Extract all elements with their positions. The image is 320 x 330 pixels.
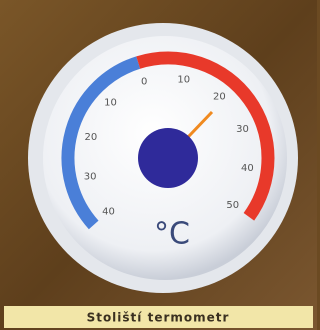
dial-hub (138, 128, 198, 188)
scale-label: 20 (84, 132, 97, 143)
scale-label: 10 (104, 97, 117, 108)
scale-label: 20 (213, 92, 226, 103)
scale-label: 10 (177, 75, 190, 86)
scale-label: 30 (236, 124, 249, 135)
thermometer-photo: 40 30 20 10 0 10 20 30 40 50 °C Stoliští termomet… (0, 0, 317, 330)
scale-label: 0 (141, 77, 147, 88)
caption: Stoliští termometr (87, 311, 230, 325)
page: {"dial": {"labels": ["40", "30", "20", "… (0, 0, 317, 330)
scale-label: 30 (84, 171, 97, 182)
scale-label: 40 (241, 163, 254, 174)
unit-label: °C (154, 217, 190, 252)
scale-label: 40 (102, 207, 115, 218)
scale-label: 50 (226, 200, 239, 211)
